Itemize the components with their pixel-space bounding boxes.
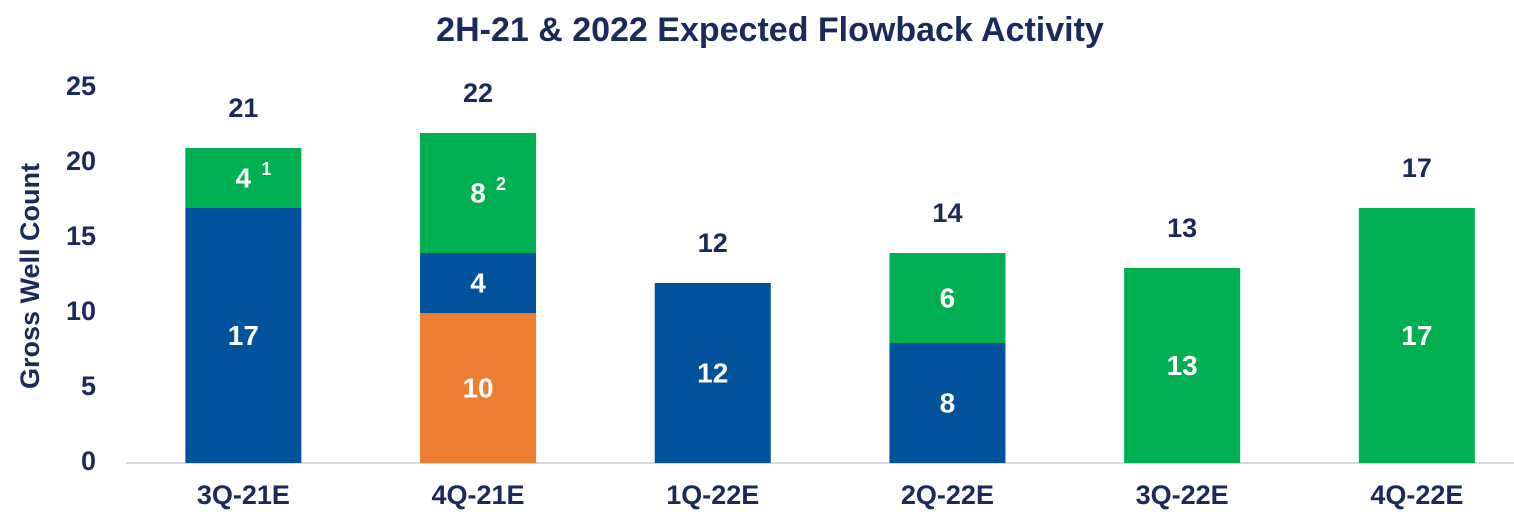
chart-title: 2H-21 & 2022 Expected Flowback Activity (436, 11, 1104, 49)
bar-segment (420, 133, 537, 253)
x-tick-label: 4Q-21E (432, 480, 525, 510)
segment-label: 10 (462, 372, 493, 403)
bar-segment (420, 253, 537, 313)
x-tick-label: 2Q-22E (901, 480, 994, 510)
segment-label: 6 (940, 282, 956, 313)
x-tick-label: 4Q-22E (1370, 480, 1463, 510)
y-tick-label: 0 (81, 446, 96, 476)
segment-label: 17 (1401, 320, 1432, 351)
bar-segment (654, 283, 771, 463)
total-label: 22 (463, 78, 493, 108)
y-axis-label: Gross Well Count (15, 163, 45, 389)
bar-segment (420, 313, 537, 463)
bar-segment (185, 148, 302, 208)
y-tick-label: 20 (66, 146, 96, 176)
y-tick-label: 25 (66, 71, 96, 101)
bar-segment (889, 253, 1006, 343)
y-tick-label: 5 (81, 371, 96, 401)
segment-label: 12 (697, 357, 728, 388)
segment-label: 8 (940, 387, 956, 418)
total-label: 14 (932, 198, 962, 228)
bar-segment (1124, 268, 1241, 463)
segment-label: 13 (1167, 350, 1198, 381)
y-tick-label: 15 (66, 221, 96, 251)
bar-segment (185, 208, 302, 463)
x-tick-label: 3Q-21E (197, 480, 290, 510)
segment-label: 4 (470, 267, 486, 298)
bar-segment (1358, 208, 1475, 463)
total-label: 21 (228, 93, 258, 123)
x-tick-label: 1Q-22E (666, 480, 759, 510)
segment-label: 17 (228, 320, 259, 351)
total-label: 12 (698, 228, 728, 258)
footnote-marker: 2 (496, 174, 506, 194)
y-tick-label: 10 (66, 296, 96, 326)
segment-label: 4 (236, 162, 252, 193)
total-label: 13 (1167, 213, 1197, 243)
footnote-marker: 1 (261, 159, 271, 179)
total-label: 17 (1402, 153, 1432, 183)
segment-label: 8 (470, 177, 486, 208)
x-tick-label: 3Q-22E (1136, 480, 1229, 510)
bar-segment (889, 343, 1006, 463)
